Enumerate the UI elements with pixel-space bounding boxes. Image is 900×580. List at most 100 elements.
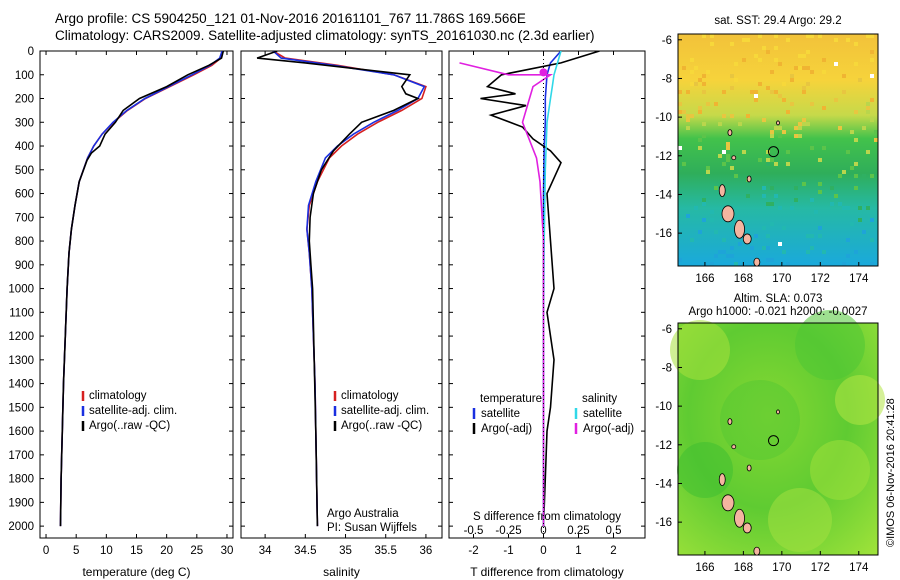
sst-pixel <box>690 58 694 62</box>
sst-pixel <box>702 90 706 94</box>
sst-pixel <box>810 234 814 238</box>
sla-blob <box>768 488 832 552</box>
sst-pixel <box>798 134 802 138</box>
sst-pixel <box>862 126 866 130</box>
sst-pixel <box>678 166 682 170</box>
sla-map-ytick-label: -6 <box>662 324 672 336</box>
sst-pixel <box>698 78 702 82</box>
sst-pixel <box>846 150 850 154</box>
sst-map-xtick-label: 170 <box>772 273 791 285</box>
sla-blob <box>670 320 730 380</box>
sst-pixel <box>714 230 718 234</box>
temperature-xtick-label: 15 <box>130 545 143 557</box>
sla-map-ytick-label: -10 <box>655 401 672 413</box>
sst-pixel <box>870 74 874 78</box>
sst-pixel <box>806 234 810 238</box>
temperature-xtick-label: 5 <box>73 545 79 557</box>
temperature-legend-label: satellite-adj. clim. <box>89 405 177 417</box>
sst-pixel <box>822 58 826 62</box>
sst-pixel <box>794 186 798 190</box>
sla-blob <box>795 310 865 380</box>
sst-pixel <box>690 114 694 118</box>
sst-pixel <box>762 118 766 122</box>
sst-pixel <box>818 234 822 238</box>
sst-pixel <box>758 58 762 62</box>
sst-pixel <box>762 186 766 190</box>
sst-pixel <box>714 186 718 190</box>
sst-pixel <box>866 206 870 210</box>
sst-pixel <box>850 222 854 226</box>
sst-pixel <box>802 118 806 122</box>
profile-title: Argo profile: CS 5904250_121 01-Nov-2016… <box>55 11 526 26</box>
sst-pixel <box>710 34 714 38</box>
sst-pixel <box>842 262 846 266</box>
salinity-xtick-label: 34.5 <box>294 545 316 557</box>
sst-pixel <box>818 182 822 186</box>
sla-map-island <box>742 522 752 534</box>
sst-pixel <box>686 214 690 218</box>
difference-xlabel: T difference from climatology <box>470 565 624 579</box>
sst-pixel <box>854 110 858 114</box>
sst-map-ytick-label: -12 <box>655 151 672 163</box>
salinity-axes <box>240 50 443 539</box>
sst-pixel <box>806 250 810 254</box>
sst-map-island <box>718 184 726 198</box>
sst-pixel <box>774 126 778 130</box>
sst-pixel <box>810 246 814 250</box>
sst-pixel <box>698 146 702 150</box>
sst-pixel <box>798 54 802 58</box>
diff-legend-label: satellite <box>583 408 622 420</box>
temperature-series-0 <box>59 51 224 527</box>
salinity-xtick-label: 34 <box>259 545 272 557</box>
sst-pixel <box>830 202 834 206</box>
s-diff-tick-label: -0.25 <box>495 525 521 537</box>
temperature-ytick-label: 1400 <box>8 379 34 391</box>
sla-map-ytick-label: -12 <box>655 440 672 452</box>
temperature-xlabel: temperature (deg C) <box>82 565 190 579</box>
sst-pixel <box>790 102 794 106</box>
sst-pixel <box>794 66 798 70</box>
sst-pixel <box>706 166 710 170</box>
sst-pixel <box>810 146 814 150</box>
sst-pixel <box>790 78 794 82</box>
temperature-ytick-label: 900 <box>15 260 34 272</box>
sst-pixel <box>722 150 726 154</box>
sst-pixel <box>770 186 774 190</box>
s-diff-tick-label: 0.5 <box>606 525 622 537</box>
sst-pixel <box>774 90 778 94</box>
temperature-ytick-label: 700 <box>15 212 34 224</box>
sla-map-xtick-label: 172 <box>811 562 830 574</box>
sst-pixel <box>806 34 810 38</box>
sst-pixel <box>854 62 858 66</box>
sst-pixel <box>786 110 790 114</box>
sst-pixel <box>774 194 778 198</box>
sst-map-island <box>727 129 733 137</box>
sst-map-title: sat. SST: 29.4 Argo: 29.2 <box>714 15 841 27</box>
s-diff-tick-label: -0.5 <box>464 525 484 537</box>
sst-pixel <box>682 66 686 70</box>
sst-pixel <box>730 166 734 170</box>
sst-pixel <box>706 170 710 174</box>
sst-pixel <box>750 90 754 94</box>
sst-pixel <box>774 34 778 38</box>
sla-map-island <box>731 444 737 450</box>
sla-map-island <box>753 546 761 556</box>
sla-map-panel <box>670 310 885 556</box>
sst-pixel <box>746 38 750 42</box>
sst-pixel <box>718 122 722 126</box>
sst-map-xtick-label: 166 <box>695 273 714 285</box>
sst-pixel <box>854 186 858 190</box>
sst-pixel <box>722 162 726 166</box>
sst-pixel <box>766 158 770 162</box>
sla-blob <box>677 442 733 498</box>
sst-map-ytick-label: -10 <box>655 112 672 124</box>
sst-pixel <box>866 110 870 114</box>
sst-pixel <box>818 158 822 162</box>
sst-pixel <box>706 102 710 106</box>
sst-pixel <box>686 118 690 122</box>
sst-pixel <box>694 82 698 86</box>
sst-pixel <box>766 234 770 238</box>
sst-map-xtick-label: 174 <box>849 273 869 285</box>
sst-pixel <box>682 110 686 114</box>
credit-text: ©IMOS 06-Nov-2016 20:41:28 <box>885 398 897 547</box>
